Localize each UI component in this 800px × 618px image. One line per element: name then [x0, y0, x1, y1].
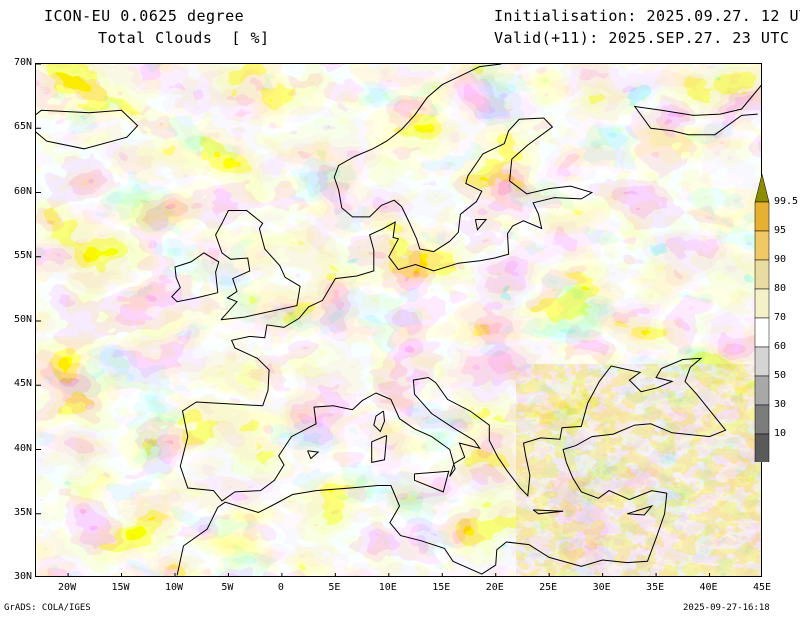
colorbar-swatch [754, 346, 770, 377]
lon-label: 0 [277, 582, 284, 593]
colorbar-label: 95 [774, 225, 787, 236]
colorbar-label: 90 [774, 254, 787, 265]
lon-label: 15E [432, 582, 451, 593]
lat-label: 70N [13, 57, 32, 68]
coastline-segment [171, 252, 220, 303]
colorbar-label: 70 [774, 312, 787, 323]
colorbar [754, 173, 770, 462]
lon-label: 10W [164, 582, 184, 593]
coastline-segment [474, 219, 488, 231]
colorbar-swatch [754, 404, 770, 435]
lat-label: 55N [13, 249, 32, 261]
colorbar-swatch [754, 201, 770, 232]
coastline-segment [532, 509, 564, 515]
title-model: ICON-EU 0.0625 degree [44, 7, 245, 25]
valid-time: Valid(+11): 2025.SEP.27. 23 UTC [494, 29, 790, 47]
colorbar-swatch [754, 230, 770, 261]
lon-label: 30E [592, 582, 611, 593]
cloud-field-detail [516, 364, 761, 576]
footer-software: GrADS: COLA/IGES [4, 603, 91, 613]
colorbar-swatch [754, 375, 770, 406]
colorbar-label: 30 [774, 399, 787, 410]
lat-label: 45N [13, 378, 32, 390]
lat-label: 60N [13, 185, 32, 197]
colorbar-swatch [754, 259, 770, 290]
colorbar-label: 80 [774, 283, 787, 294]
lon-label: 15W [111, 582, 130, 593]
init-time: Initialisation: 2025.09.27. 12 UTC [494, 7, 800, 25]
coastline-segment [627, 505, 654, 516]
coastline-segment [633, 84, 761, 136]
coastline-segment [371, 434, 388, 464]
colorbar-label: 99.5 [774, 196, 799, 207]
colorbar-label: 50 [774, 370, 787, 381]
coastline-segment [176, 357, 727, 576]
colorbar-label: 10 [774, 428, 787, 439]
colorbar-label: 60 [774, 341, 787, 352]
cloud-map [35, 63, 762, 577]
lat-label: 30N [13, 571, 32, 582]
coastline-segment [230, 64, 594, 406]
lat-label: 35N [13, 506, 32, 518]
colorbar-triangle [754, 173, 770, 203]
lon-label: 25E [539, 582, 558, 593]
lon-label: 40E [699, 582, 718, 593]
cloud-map-canvas [36, 64, 761, 576]
coastline-segment [36, 109, 139, 150]
lon-label: 35E [646, 582, 665, 593]
lat-label: 65N [13, 121, 32, 133]
lat-label: 40N [13, 442, 32, 454]
lon-label: 20W [58, 582, 77, 593]
lat-label: 50N [13, 314, 32, 325]
title-variable: Total Clouds [ %] [98, 29, 270, 47]
lon-label: 20E [485, 582, 504, 593]
coastlines [36, 64, 761, 576]
coastline-segment [373, 410, 386, 433]
colorbar-swatch [754, 433, 770, 462]
colorbar-swatch [754, 288, 770, 319]
coastline-segment [414, 470, 450, 493]
lon-label: 10E [378, 582, 397, 593]
coastline-segment [307, 450, 320, 460]
lon-label: 45E [752, 582, 772, 593]
footer-timestamp: 2025-09-27-16:18 [683, 603, 770, 613]
lon-label: 5E [328, 582, 341, 593]
coastline-segment [215, 210, 301, 321]
lon-label: 5W [221, 582, 234, 593]
colorbar-swatch [754, 317, 770, 348]
